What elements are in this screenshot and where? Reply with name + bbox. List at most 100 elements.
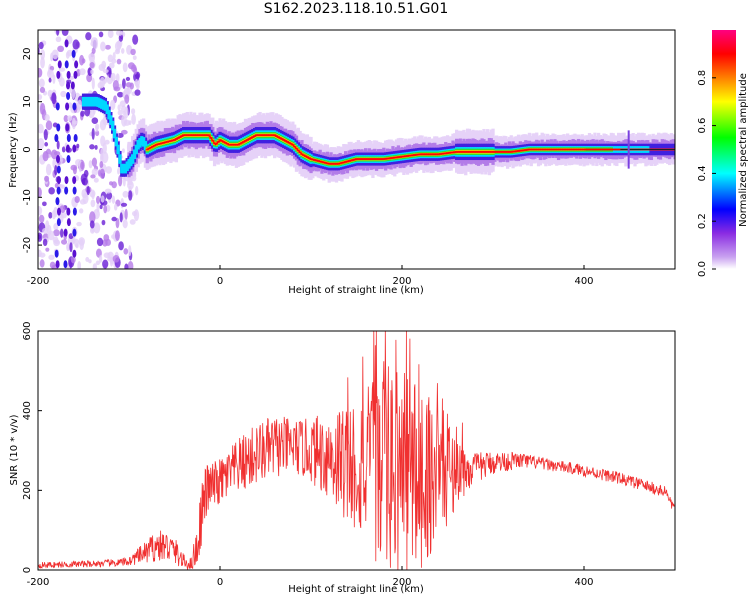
- spectrogram-noise-cell: [113, 86, 121, 92]
- spectrogram-ylabel: Frequency (Hz): [8, 112, 19, 188]
- spectrogram-noise-cell: [90, 199, 96, 208]
- spectrogram-noise-cell: [89, 211, 96, 224]
- spectrogram-streak-cell: [66, 91, 71, 100]
- spectrogram-streak-cell: [66, 70, 71, 79]
- spectrogram-ridge-cell: [98, 98, 102, 108]
- spectrogram-noise-cell: [39, 259, 45, 268]
- colorbar-tick-label: 0.2: [697, 213, 708, 229]
- spectrogram-streak-cell: [55, 197, 60, 206]
- spectrogram-noise-cell: [91, 127, 95, 140]
- spectrogram-noise-cell: [107, 30, 114, 39]
- spectrogram-noise-cell: [76, 143, 80, 149]
- snr-xtick-label: -200: [27, 577, 50, 588]
- spectrogram-noise-cell: [80, 161, 84, 170]
- spectrogram-streak-cell: [65, 144, 70, 153]
- spectrogram-streak-cell: [64, 60, 69, 69]
- spectrogram-noise-cell: [110, 72, 116, 82]
- spectrogram-ytick-label: 10: [22, 95, 33, 108]
- spectrogram-streak-cell: [66, 134, 71, 143]
- spectrogram-noise-cell: [128, 190, 133, 201]
- spectrogram-noise-cell: [122, 78, 126, 89]
- spectrogram-ridge-cell: [105, 104, 109, 114]
- spectrogram-noise-cell: [42, 238, 48, 247]
- spectrogram-noise-cell: [102, 69, 109, 74]
- spectrogram-noise-cell: [115, 30, 123, 36]
- snr-ytick-label: 200: [22, 481, 33, 500]
- spectrogram-noise-cell: [40, 56, 45, 69]
- spectrogram-streak-cell: [56, 123, 61, 132]
- spectrogram-noise-cell: [85, 32, 92, 41]
- spectrogram-noise-cell: [132, 55, 137, 61]
- spectrogram-noise-cell: [46, 69, 54, 79]
- spectrogram-streak-cell: [72, 186, 77, 195]
- spectrogram-noise-cell: [79, 68, 86, 76]
- spectrogram-streak-cell: [72, 249, 77, 258]
- spectrogram-ridge-cell: [218, 138, 222, 141]
- spectrogram-ridge-cell: [134, 144, 138, 155]
- spectrogram-noise-cell: [90, 69, 94, 75]
- spectrogram-noise-cell: [57, 45, 65, 53]
- spectrogram-noise-cell: [133, 66, 138, 75]
- spectrogram-ridge-cell: [94, 96, 98, 107]
- spectrogram-streak-cell: [72, 102, 77, 111]
- spectrogram-xtick-label: 0: [217, 276, 223, 287]
- spectrogram-noise-cell: [98, 255, 103, 263]
- snr-ylabel: SNR (10 * v/v): [9, 414, 20, 485]
- snr-xlabel: Height of straight line (km): [288, 584, 424, 595]
- spectrogram-noise-cell: [59, 77, 65, 87]
- spectrogram-noise-cell: [67, 115, 73, 122]
- spectrogram-noise-cell: [104, 139, 110, 145]
- spectrogram-noise-cell: [38, 205, 43, 216]
- spectrogram-noise-cell: [120, 105, 127, 113]
- spectrogram-noise-cell: [108, 62, 115, 69]
- spectrogram-noise-cell: [117, 104, 121, 111]
- spectrogram-noise-cell: [48, 212, 53, 219]
- spectrogram-streak-cell: [66, 207, 71, 216]
- spectrogram-ridge-cell: [131, 154, 135, 164]
- spectrogram-spike: [627, 130, 630, 169]
- spectrogram-streak-cell: [56, 70, 61, 79]
- spectrogram-noise-cell: [49, 261, 56, 269]
- spectrogram-noise-cell: [125, 82, 132, 88]
- spectrogram-ytick-label: -20: [22, 237, 33, 253]
- spectrogram-ridge-cell: [107, 109, 111, 120]
- spectrogram-noise-cell: [130, 48, 136, 56]
- spectrogram-noise-cell: [63, 114, 69, 123]
- spectrogram-noise-cell: [121, 115, 127, 127]
- spectrogram-noise-cell: [104, 44, 111, 50]
- spectrogram-noise-cell: [112, 254, 120, 263]
- spectrogram-ridge-cell: [125, 161, 129, 172]
- spectrogram-streak-cell: [65, 123, 70, 132]
- spectrogram-noise-cell: [38, 67, 43, 78]
- spectrogram-noise-cell: [88, 259, 92, 264]
- spectrogram-noise-cell: [117, 109, 123, 116]
- spectrogram-ridge-cell: [123, 163, 128, 174]
- snr-xtick-label: 400: [574, 577, 593, 588]
- spectrogram-noise-cell: [135, 79, 139, 85]
- spectrogram-streak-cell: [65, 102, 70, 111]
- spectrogram-noise-cell: [94, 144, 98, 150]
- spectrogram-ridge-cell: [114, 136, 118, 147]
- snr-axes: -200 0 200 400 0 200 400 600: [22, 321, 594, 588]
- spectrogram-noise-cell: [71, 117, 76, 130]
- spectrogram-ridge-cell: [85, 96, 89, 107]
- spectrogram-noise-cell: [93, 177, 99, 183]
- spectrogram-streak-cell: [56, 218, 61, 227]
- spectrogram-ridge-cell: [96, 97, 100, 107]
- spectrogram-ridge-cell: [111, 120, 115, 131]
- spectrogram-noise-cell: [118, 34, 124, 42]
- spectrogram-xlabel: Height of straight line (km): [288, 285, 424, 296]
- spectrogram-xtick-label: 400: [574, 276, 593, 287]
- spectrogram-streak-cell: [54, 249, 59, 258]
- spectrogram-noise-cell: [72, 166, 77, 175]
- spectrogram-noise-cell: [99, 168, 105, 179]
- spectrogram-streak-cell: [56, 155, 61, 164]
- snr-ytick-label: 400: [22, 401, 33, 420]
- spectrogram-noise-cell: [45, 163, 52, 176]
- spectrogram-streak-cell: [64, 39, 69, 48]
- spectrogram-streak-cell: [57, 60, 62, 69]
- spectrogram-ridge-cell: [92, 96, 97, 107]
- spectrogram-noise-cell: [88, 53, 96, 60]
- spectrogram-streak-cell: [56, 207, 61, 216]
